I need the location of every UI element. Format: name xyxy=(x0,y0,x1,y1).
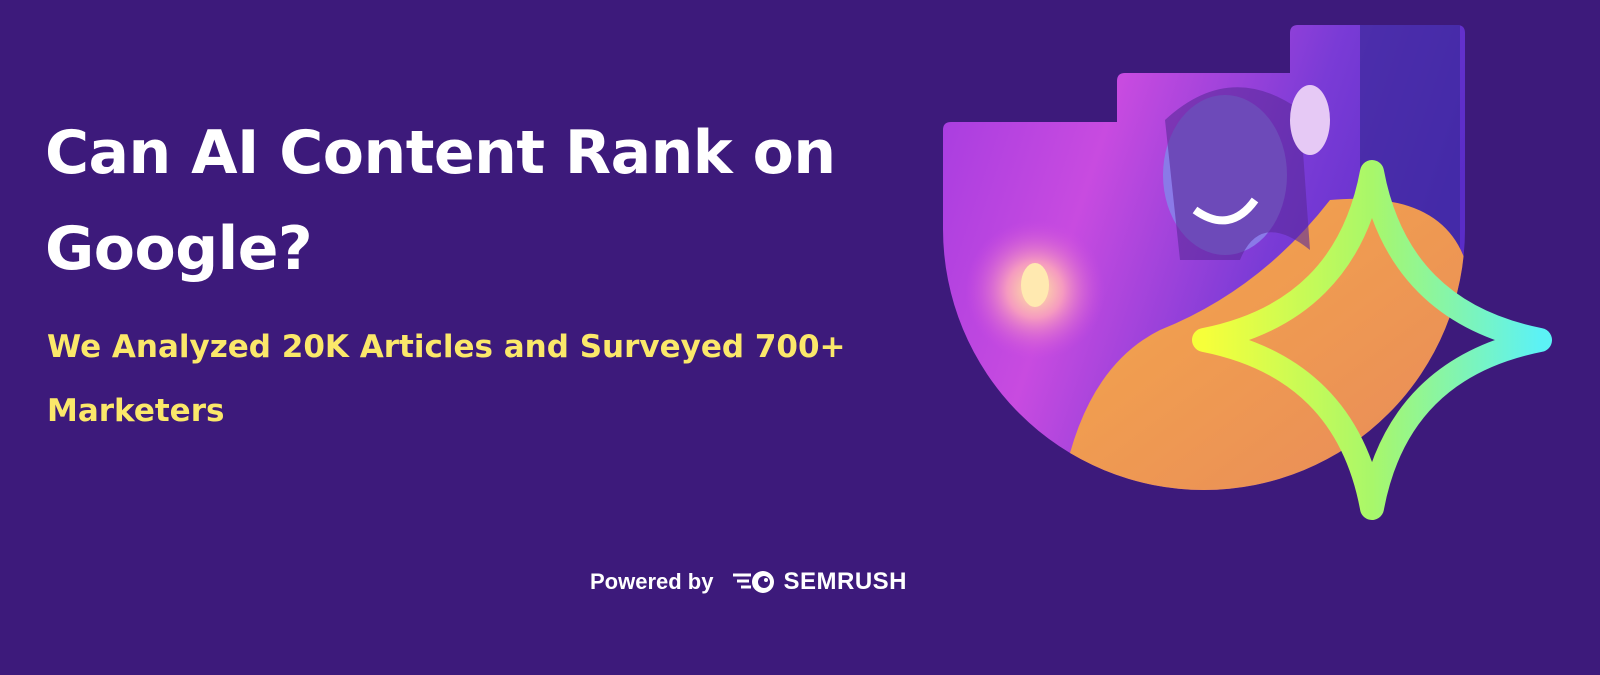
brand-name: SEMRUSH xyxy=(783,568,907,595)
photo-woman-headphones xyxy=(943,25,1465,490)
powered-by-footer: Powered by SEMRUSH xyxy=(590,568,907,596)
page-subtitle: We Analyzed 20K Articles and Surveyed 70… xyxy=(47,329,846,429)
semrush-logo-icon xyxy=(733,571,775,593)
powered-by-label: Powered by xyxy=(590,569,714,594)
semrush-logo: SEMRUSH xyxy=(733,568,907,596)
sparkle-star-icon xyxy=(1192,160,1552,520)
page-title: Can AI Content Rank on Google? xyxy=(45,118,836,284)
